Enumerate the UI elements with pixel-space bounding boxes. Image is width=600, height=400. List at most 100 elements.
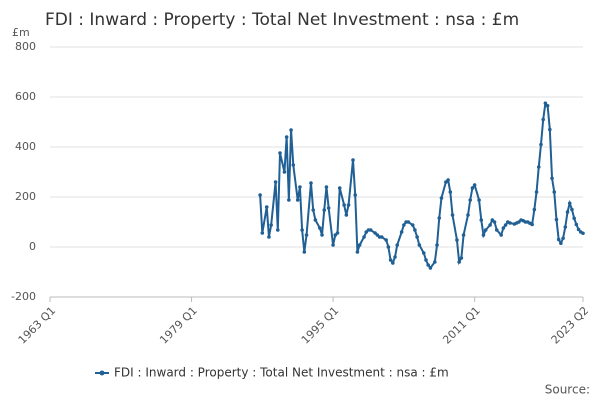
- data-point: [342, 203, 346, 207]
- data-point: [426, 263, 430, 267]
- data-point: [273, 180, 278, 184]
- data-point: [457, 260, 461, 264]
- data-point: [302, 250, 307, 254]
- data-point: [539, 142, 543, 147]
- data-point: [556, 237, 561, 242]
- data-point: [470, 186, 475, 190]
- data-point: [574, 222, 579, 227]
- data-point: [410, 223, 415, 227]
- data-point: [379, 235, 384, 239]
- data-point: [282, 170, 287, 174]
- data-point: [461, 233, 466, 237]
- data-point: [532, 207, 537, 212]
- data-point: [258, 193, 262, 197]
- data-point: [313, 218, 318, 222]
- data-point: [388, 258, 393, 262]
- data-point: [494, 228, 499, 232]
- data-point: [355, 250, 360, 254]
- data-point: [413, 228, 417, 232]
- data-point: [289, 128, 293, 132]
- data-point: [295, 198, 300, 202]
- data-point: [541, 117, 545, 122]
- data-point: [284, 135, 289, 139]
- data-point: [563, 225, 568, 229]
- data-point: [320, 233, 324, 237]
- data-point: [536, 165, 541, 169]
- data-point: [472, 183, 477, 187]
- data-point: [479, 218, 484, 222]
- data-point: [437, 216, 442, 220]
- data-point: [417, 243, 422, 247]
- data-point: [384, 238, 388, 242]
- data-point: [552, 190, 557, 194]
- legend-label: FDI : Inward : Property : Total Net Inve…: [114, 366, 449, 380]
- data-point: [481, 233, 486, 237]
- data-point: [402, 223, 406, 227]
- data-point: [581, 231, 585, 236]
- data-point: [415, 235, 419, 239]
- y-tick-label: 0: [29, 240, 36, 253]
- data-point: [386, 245, 391, 249]
- y-tick-label: 200: [15, 190, 36, 203]
- data-point: [326, 206, 331, 210]
- source: Source:: [545, 383, 590, 397]
- data-point: [331, 243, 335, 247]
- data-point: [278, 151, 282, 155]
- data-point: [483, 228, 488, 232]
- x-tick-label: 1963 Q1: [16, 304, 59, 347]
- chart-title: FDI : Inward : Property : Total Net Inve…: [45, 10, 519, 30]
- data-point: [508, 221, 512, 225]
- data-point: [448, 190, 453, 194]
- data-point: [428, 266, 433, 270]
- data-point: [406, 220, 411, 224]
- data-point: [572, 216, 576, 221]
- data-point: [534, 190, 539, 194]
- data-point: [351, 158, 355, 162]
- data-point: [424, 258, 428, 262]
- data-point: [421, 251, 426, 255]
- x-tick-label: 2011 Q1: [440, 304, 483, 347]
- data-point: [267, 235, 271, 239]
- data-point: [567, 201, 572, 206]
- x-tick-label: 2023 Q2: [549, 304, 592, 347]
- x-tick-label: 1979 Q1: [157, 304, 200, 347]
- data-point: [439, 196, 444, 200]
- data-point: [368, 228, 373, 232]
- data-point: [548, 127, 552, 132]
- data-point: [346, 203, 351, 207]
- data-point: [300, 228, 304, 232]
- data-point: [304, 233, 309, 237]
- data-point: [570, 207, 574, 212]
- data-point: [455, 238, 459, 242]
- data-point: [468, 198, 473, 202]
- data-point: [501, 226, 506, 230]
- data-point: [477, 198, 481, 202]
- data-point: [275, 228, 280, 232]
- data-point: [554, 217, 559, 222]
- data-point: [337, 186, 342, 190]
- data-point: [450, 213, 455, 217]
- data-point: [362, 235, 366, 239]
- data-point: [488, 223, 492, 227]
- data-point: [433, 260, 437, 264]
- data-point: [559, 241, 563, 246]
- data-point: [466, 213, 470, 217]
- x-tick-label: 1995 Q1: [299, 304, 342, 347]
- data-point: [344, 213, 349, 217]
- data-point: [324, 185, 329, 189]
- data-point: [260, 231, 265, 235]
- data-point: [264, 205, 269, 209]
- data-point: [353, 193, 358, 197]
- data-point: [565, 210, 570, 214]
- data-point: [561, 236, 565, 241]
- data-point: [499, 233, 503, 237]
- y-tick-label: -200: [11, 290, 36, 303]
- data-point: [269, 223, 273, 227]
- data-point: [459, 256, 464, 260]
- data-point: [287, 198, 291, 202]
- data-point: [543, 101, 548, 106]
- data-point: [435, 243, 439, 247]
- data-point: [391, 261, 395, 265]
- y-tick-label: 600: [15, 90, 36, 103]
